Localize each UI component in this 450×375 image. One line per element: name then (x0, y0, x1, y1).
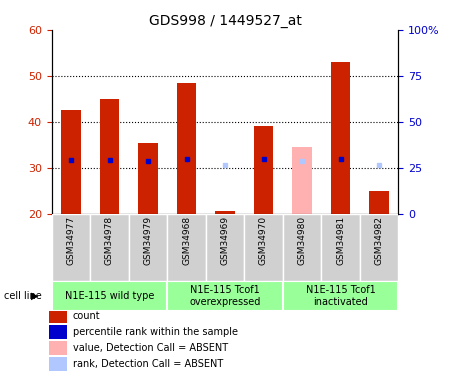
Text: count: count (73, 311, 100, 321)
Text: rank, Detection Call = ABSENT: rank, Detection Call = ABSENT (73, 359, 223, 369)
Bar (49, 357, 67, 371)
Bar (49, 341, 67, 355)
Text: GSM34970: GSM34970 (259, 216, 268, 265)
Text: GSM34982: GSM34982 (374, 216, 383, 265)
Bar (292, 147, 311, 214)
Bar (52, 281, 167, 311)
Bar (321, 214, 360, 281)
Bar (177, 83, 196, 214)
Text: ▶: ▶ (31, 291, 38, 301)
Bar (139, 142, 158, 214)
Bar (244, 214, 283, 281)
Text: GSM34978: GSM34978 (105, 216, 114, 265)
Text: GSM34969: GSM34969 (220, 216, 230, 265)
Bar (90, 214, 129, 281)
Bar (216, 211, 234, 214)
Text: GSM34977: GSM34977 (67, 216, 76, 265)
Bar (100, 99, 119, 214)
Bar (254, 126, 273, 214)
Bar (49, 325, 67, 339)
Text: GSM34981: GSM34981 (336, 216, 345, 265)
Text: GSM34980: GSM34980 (297, 216, 306, 265)
Text: cell line: cell line (4, 291, 42, 301)
Text: N1E-115 Tcof1
inactivated: N1E-115 Tcof1 inactivated (306, 285, 375, 307)
Bar (360, 214, 398, 281)
Bar (49, 309, 67, 323)
Bar (52, 214, 90, 281)
Bar (129, 214, 167, 281)
Bar (167, 281, 283, 311)
Text: N1E-115 Tcof1
overexpressed: N1E-115 Tcof1 overexpressed (189, 285, 261, 307)
Text: value, Detection Call = ABSENT: value, Detection Call = ABSENT (73, 343, 228, 353)
Bar (331, 62, 350, 214)
Text: GSM34979: GSM34979 (144, 216, 153, 265)
Bar (283, 214, 321, 281)
Bar (61, 110, 81, 214)
Title: GDS998 / 1449527_at: GDS998 / 1449527_at (148, 13, 302, 28)
Bar (369, 191, 389, 214)
Bar (206, 214, 244, 281)
Text: percentile rank within the sample: percentile rank within the sample (73, 327, 238, 337)
Bar (283, 281, 398, 311)
Text: N1E-115 wild type: N1E-115 wild type (65, 291, 154, 301)
Text: GSM34968: GSM34968 (182, 216, 191, 265)
Bar (167, 214, 206, 281)
